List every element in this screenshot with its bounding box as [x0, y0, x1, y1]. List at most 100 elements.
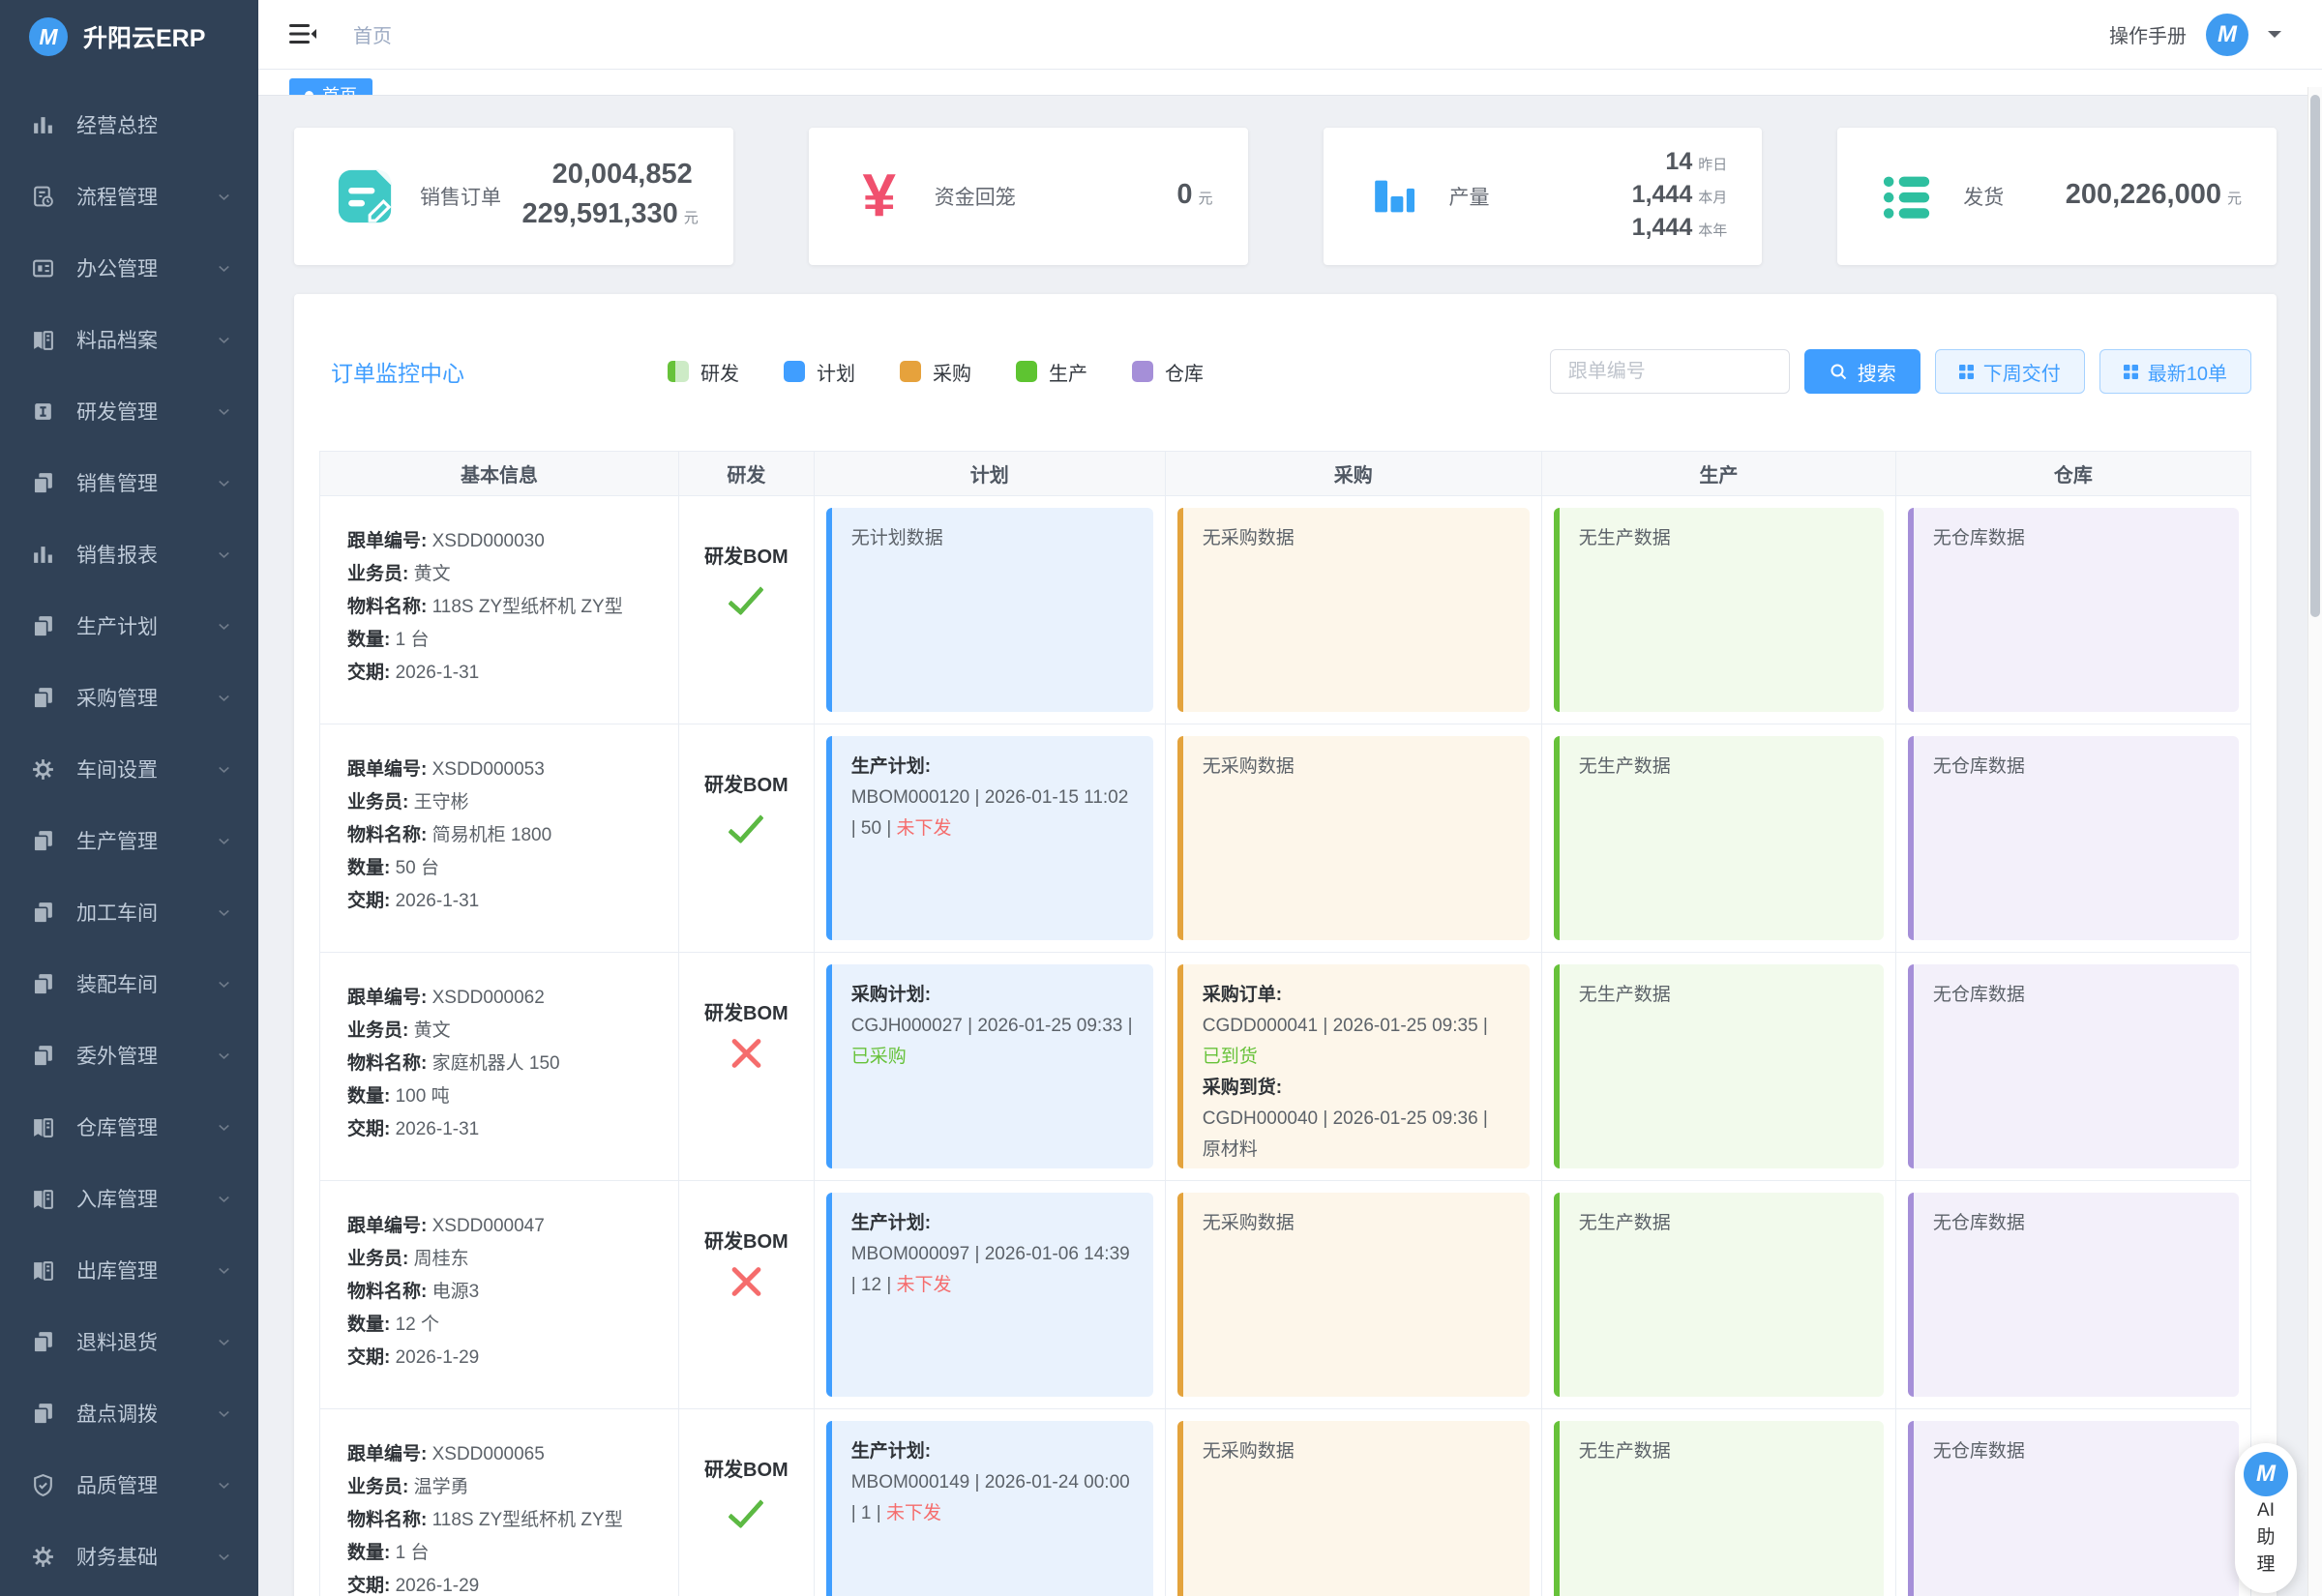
sidebar-collapse-button[interactable] — [287, 21, 318, 48]
dropdown-caret-icon[interactable] — [2268, 31, 2281, 44]
col-header-purchase: 采购 — [1166, 452, 1542, 495]
sidebar-item-operations-overview[interactable]: 经营总控 — [0, 89, 258, 161]
chevron-down-icon — [215, 975, 233, 993]
table-header-row: 基本信息 研发 计划 采购 生产 仓库 — [320, 452, 2250, 495]
sidebar-item-label: 生产管理 — [76, 831, 158, 853]
chevron-down-icon — [215, 832, 233, 850]
avatar[interactable]: M — [2206, 13, 2248, 56]
sidebar-item-processing-workshop[interactable]: 加工车间 — [0, 876, 258, 948]
stat-card-label: 资金回笼 — [934, 187, 1016, 209]
documents-icon — [31, 1330, 55, 1354]
legend-item-plan: 计划 — [784, 358, 855, 386]
gear-icon — [31, 757, 55, 782]
sidebar-item-workshop-settings[interactable]: 车间设置 — [0, 733, 258, 805]
legend-item-purchase: 采购 — [900, 358, 971, 386]
sidebar-item-material-archive[interactable]: 料品档案 — [0, 304, 258, 375]
app-logo[interactable]: M 升阳云ERP — [0, 0, 258, 74]
rd-status-cell: 研发BOM — [679, 724, 815, 952]
bar-chart-icon — [31, 543, 55, 567]
archive-icon — [31, 1115, 55, 1139]
chevron-down-icon — [215, 1118, 233, 1137]
sidebar-item-warehouse-mgmt[interactable]: 仓库管理 — [0, 1091, 258, 1163]
sidebar-item-label: 入库管理 — [76, 1189, 158, 1211]
chevron-down-icon — [215, 1190, 233, 1208]
col-header-warehouse: 仓库 — [2053, 465, 2093, 487]
table-row: 跟单编号: XSDD000065 业务员: 温学勇 物料名称: 118S ZY型… — [320, 1408, 2250, 1596]
sidebar-item-rd-mgmt[interactable]: 研发管理 — [0, 375, 258, 447]
tab-home[interactable]: 首页 — [289, 78, 372, 95]
main-area: 首页 操作手册 M 首页 销售订单 20,004,852 229,591,330… — [258, 0, 2322, 1596]
breadcrumb[interactable]: 首页 — [353, 26, 392, 47]
ai-avatar-icon: M — [2244, 1452, 2288, 1496]
sidebar-item-process-mgmt[interactable]: 流程管理 — [0, 161, 258, 232]
table-row: 跟单编号: XSDD000053 业务员: 王守彬 物料名称: 简易机柜 180… — [320, 724, 2250, 952]
stat-card-label: 发货 — [1963, 187, 2005, 209]
legend-item-rd: 研发 — [668, 358, 739, 386]
archive-icon — [31, 328, 55, 352]
sidebar-item-material-return[interactable]: 退料退货 — [0, 1306, 258, 1377]
logo-icon: M — [29, 17, 68, 56]
sidebar-item-office-mgmt[interactable]: 办公管理 — [0, 232, 258, 304]
sidebar-item-sales-report[interactable]: 销售报表 — [0, 518, 258, 590]
basic-info-cell: 跟单编号: XSDD000062 业务员: 黄文 物料名称: 家庭机器人 150… — [320, 953, 680, 1180]
chevron-down-icon — [215, 1047, 233, 1065]
plan-cell: 无计划数据 — [815, 496, 1166, 724]
chevron-down-icon — [215, 1261, 233, 1280]
search-icon — [1831, 364, 1846, 380]
sidebar-item-label: 仓库管理 — [76, 1117, 158, 1139]
documents-icon — [31, 614, 55, 638]
sidebar-item-label: 采购管理 — [76, 688, 158, 710]
basic-info-cell: 跟单编号: XSDD000053 业务员: 王守彬 物料名称: 简易机柜 180… — [320, 724, 680, 952]
sidebar-item-outsourcing-mgmt[interactable]: 委外管理 — [0, 1020, 258, 1091]
sidebar-item-label: 销售报表 — [76, 545, 158, 567]
legend-item-warehouse: 仓库 — [1132, 358, 1204, 386]
check-icon — [728, 577, 765, 616]
production-cell: 无生产数据 — [1542, 496, 1896, 724]
plan-cell: 采购计划: CGJH000027 | 2026-01-25 09:33 | 已采… — [815, 953, 1166, 1180]
latest-10-orders-button[interactable]: 最新10单 — [2099, 349, 2251, 394]
sidebar-item-production-plan[interactable]: 生产计划 — [0, 590, 258, 662]
sidebar-item-inventory-transfer[interactable]: 盘点调拨 — [0, 1377, 258, 1449]
sidebar-item-quality-mgmt[interactable]: 品质管理 — [0, 1449, 258, 1521]
documents-icon — [31, 686, 55, 710]
purchase-cell: 无采购数据 — [1166, 1181, 1542, 1408]
chevron-down-icon — [215, 1476, 233, 1494]
cross-icon — [729, 1265, 762, 1298]
manual-link[interactable]: 操作手册 — [2109, 26, 2187, 47]
sidebar-item-purchase-mgmt[interactable]: 采购管理 — [0, 662, 258, 733]
sidebar: M 升阳云ERP 经营总控 流程管理 办公管理 料品档案 研发管理 销售管理 销… — [0, 0, 258, 1596]
next-week-delivery-button[interactable]: 下周交付 — [1934, 349, 2085, 394]
sidebar-item-label: 财务基础 — [76, 1547, 158, 1569]
warehouse-cell: 无仓库数据 — [1896, 724, 2250, 952]
sidebar-item-label: 退料退货 — [76, 1332, 158, 1354]
sidebar-item-label: 办公管理 — [76, 258, 158, 281]
documents-icon — [31, 471, 55, 495]
sidebar-item-inbound-mgmt[interactable]: 入库管理 — [0, 1163, 258, 1234]
purchase-cell: 无采购数据 — [1166, 1409, 1542, 1596]
sidebar-item-label: 出库管理 — [76, 1260, 158, 1283]
plan-cell: 生产计划: MBOM000120 | 2026-01-15 11:02 | 50… — [815, 724, 1166, 952]
check-icon — [728, 1491, 765, 1529]
panel-title[interactable]: 订单监控中心 — [331, 361, 464, 386]
rd-status-cell: 研发BOM — [679, 496, 815, 724]
ai-assistant-button[interactable]: M AI 助 理 — [2235, 1443, 2297, 1593]
sidebar-item-label: 装配车间 — [76, 974, 158, 996]
table-row: 跟单编号: XSDD000047 业务员: 周桂东 物料名称: 电源3 数量: … — [320, 1180, 2250, 1408]
search-input[interactable] — [1549, 349, 1790, 394]
bar-chart-icon — [31, 113, 55, 137]
sidebar-item-sales-mgmt[interactable]: 销售管理 — [0, 447, 258, 518]
sidebar-item-outbound-mgmt[interactable]: 出库管理 — [0, 1234, 258, 1306]
sidebar-item-production-mgmt[interactable]: 生产管理 — [0, 805, 258, 876]
col-header-production: 生产 — [1542, 452, 1896, 495]
sidebar-item-finance-base[interactable]: 财务基础 — [0, 1521, 258, 1592]
scrollbar-thumb[interactable] — [2310, 95, 2320, 617]
stat-card-shipping: 发货 200,226,000 元 — [1837, 128, 2277, 265]
sidebar-item-assembly-workshop[interactable]: 装配车间 — [0, 948, 258, 1020]
shield-check-icon — [31, 1473, 55, 1497]
stat-card-label: 产量 — [1448, 187, 1490, 209]
stat-card-label: 销售订单 — [420, 187, 501, 209]
ai-label: 理 — [2256, 1554, 2276, 1575]
yen-icon: ¥ — [862, 163, 896, 229]
search-button[interactable]: 搜索 — [1803, 349, 1920, 394]
